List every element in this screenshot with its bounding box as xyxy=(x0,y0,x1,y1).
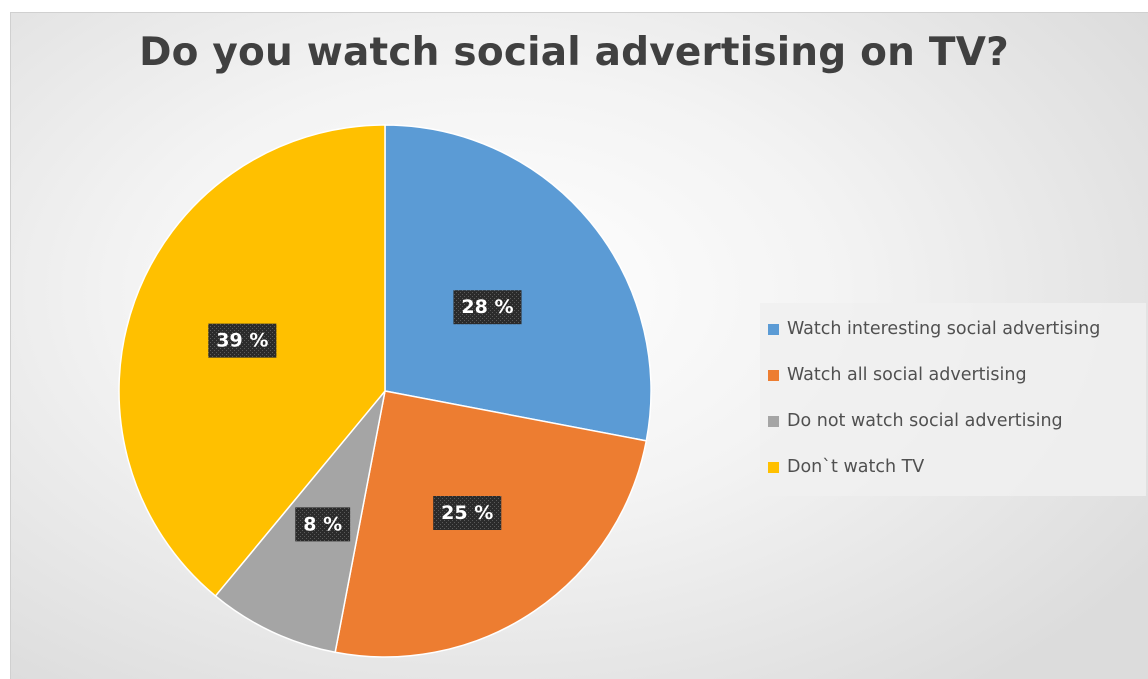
pie-data-labels: 28 % 25 % 8 % 39 % xyxy=(208,290,522,542)
data-label-2: 25 % xyxy=(433,496,502,531)
data-label-box xyxy=(453,290,522,325)
legend-label: Watch all social advertising xyxy=(787,365,1027,385)
data-label-box xyxy=(433,496,502,531)
legend-item: Do not watch social advertising xyxy=(768,398,1146,444)
legend-item: Watch interesting social advertising xyxy=(768,306,1146,352)
data-label-1: 28 % xyxy=(453,290,522,325)
pie-slice-4 xyxy=(118,124,386,598)
legend: Watch interesting social advertising Watc… xyxy=(760,303,1146,496)
data-label-text: 8 % xyxy=(303,513,342,535)
pie-slice-1 xyxy=(384,124,652,442)
data-label-box xyxy=(208,323,277,358)
legend-label: Watch interesting social advertising xyxy=(787,319,1101,339)
legend-swatch xyxy=(768,369,779,381)
legend-swatch xyxy=(768,415,779,427)
data-label-text: 39 % xyxy=(216,330,268,352)
legend-item: Watch all social advertising xyxy=(768,352,1146,398)
data-label-box xyxy=(295,507,351,542)
legend-item: Don`t watch TV xyxy=(768,444,1146,490)
legend-swatch xyxy=(768,323,779,335)
pie-slices xyxy=(118,124,652,658)
legend-label: Do not watch social advertising xyxy=(787,411,1063,431)
data-label-4: 39 % xyxy=(208,323,277,358)
chart-title: Do you watch social advertising on TV? xyxy=(139,30,1009,75)
data-label-text: 25 % xyxy=(441,502,493,524)
data-label-3: 8 % xyxy=(295,507,351,542)
legend-swatch xyxy=(768,461,779,473)
data-label-text: 28 % xyxy=(461,296,513,318)
legend-label: Don`t watch TV xyxy=(787,457,925,477)
